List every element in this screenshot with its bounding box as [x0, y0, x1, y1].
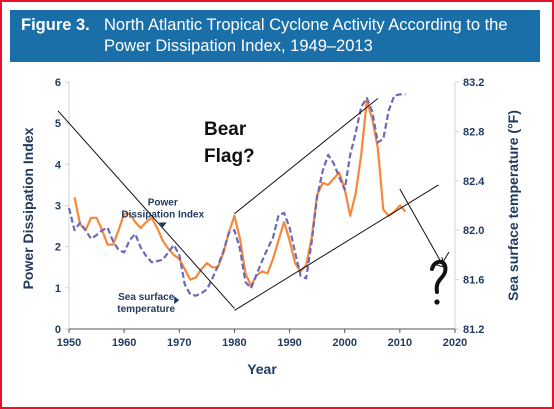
y2-tick-label: 82.0 — [463, 225, 484, 237]
x-axis-title: Year — [247, 361, 277, 377]
bear-flag-annotation: Bear Flag? — [204, 119, 255, 167]
y-axis-title: Power Dissipation Index — [20, 127, 36, 289]
y2-tick-label: 82.8 — [463, 126, 484, 138]
y2-tick-label: 83.2 — [463, 77, 484, 89]
question-mark-doodle — [430, 259, 448, 294]
pdi-series-line — [73, 99, 407, 287]
y2-tick-label: 81.2 — [463, 324, 484, 336]
x-tick-label: 2020 — [443, 337, 467, 349]
x-tick-label: 1950 — [57, 337, 81, 349]
x-tick-label: 1970 — [167, 337, 191, 349]
figure-title-line2: Power Dissipation Index, 1949–2013 — [104, 37, 373, 55]
annotation-box — [198, 113, 258, 192]
y-tick-label: 5 — [55, 118, 61, 130]
drawn-trend-line — [57, 110, 235, 309]
pdi-label: Power — [148, 198, 178, 209]
y2-axis-title: Sea surface temperature (°F) — [505, 110, 521, 301]
x-tick-label: 2000 — [332, 337, 356, 349]
drawn-trend-line — [399, 188, 445, 268]
y-tick-label: 6 — [55, 77, 61, 89]
figure-banner: Figure 3. North Atlantic Tropical Cyclon… — [10, 10, 540, 62]
figure-label: Figure 3. — [21, 16, 90, 34]
y2-tick-label: 82.4 — [463, 176, 485, 188]
sst-series-line — [67, 93, 406, 297]
pdi-label-arrow — [158, 222, 167, 228]
x-tick-label: 2010 — [388, 337, 412, 349]
y-tick-label: 2 — [55, 242, 61, 254]
y-tick-label: 0 — [55, 324, 61, 336]
y-tick-label: 1 — [55, 283, 61, 295]
pdi-label: Dissipation Index — [121, 210, 204, 221]
drawn-trend-line — [234, 184, 439, 311]
figure-title-line1: North Atlantic Tropical Cyclone Activity… — [104, 16, 508, 34]
sst-label: Sea surface — [118, 292, 175, 303]
y2-tick-label: 81.6 — [463, 275, 484, 287]
question-mark-stroke — [442, 251, 450, 263]
plot-area — [69, 82, 455, 329]
sst-label: temperature — [117, 304, 175, 315]
y-tick-label: 4 — [55, 159, 62, 171]
drawn-trend-line — [234, 98, 379, 215]
y-tick-label: 3 — [55, 201, 61, 213]
sst-label-arrow — [174, 296, 180, 305]
x-tick-label: 1990 — [277, 337, 301, 349]
x-tick-label: 1980 — [222, 337, 246, 349]
question-mark-dot — [434, 299, 440, 305]
x-tick-label: 1960 — [112, 337, 136, 349]
